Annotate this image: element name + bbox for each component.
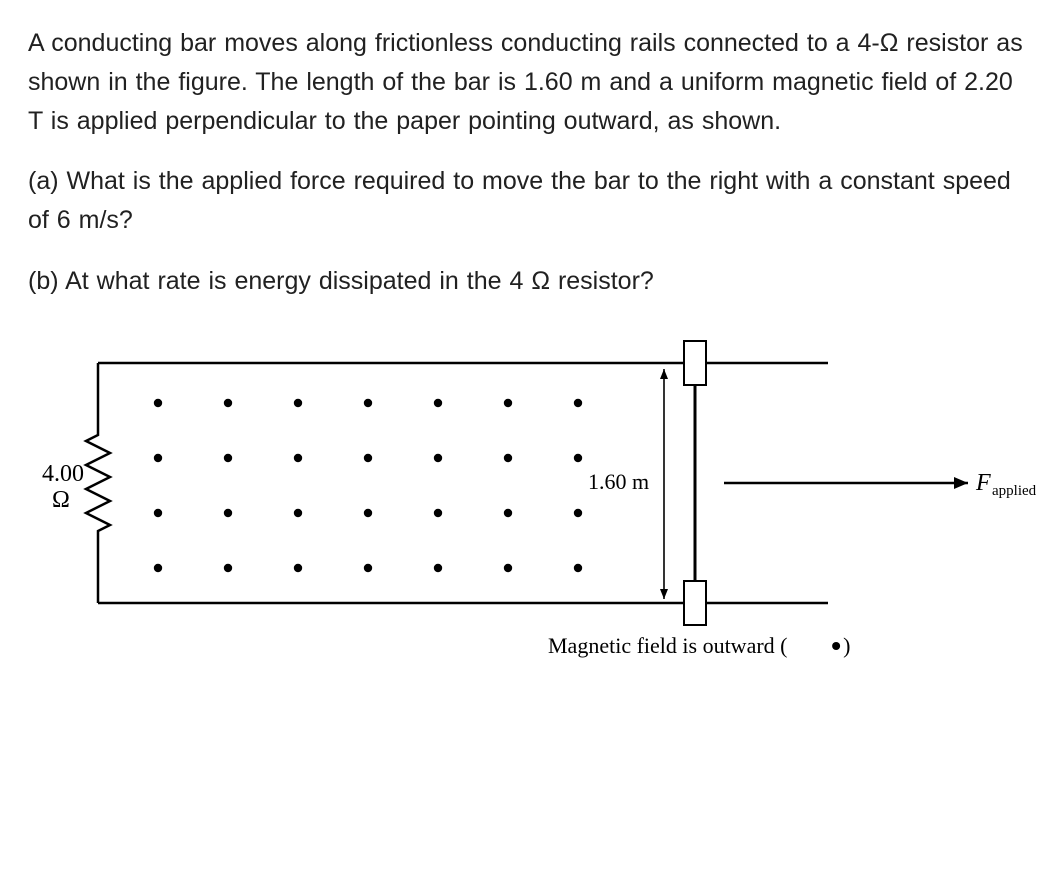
- figure: 4.00Ω 1.60 m Fapplied Magnetic field is out…: [28, 323, 1035, 688]
- problem-statement: A conducting bar moves along frictionles…: [28, 24, 1035, 301]
- svg-text:Magnetic field is outward (: Magnetic field is outward (: [548, 633, 788, 658]
- paragraph-part-a: (a) What is the applied force required t…: [28, 162, 1035, 240]
- svg-text:): ): [843, 633, 850, 658]
- svg-text:1.60 m: 1.60 m: [588, 469, 649, 494]
- svg-text:Ω: Ω: [52, 487, 70, 513]
- svg-text:applied: applied: [992, 483, 1037, 499]
- svg-text:4.00: 4.00: [42, 461, 84, 487]
- paragraph-intro: A conducting bar moves along frictionles…: [28, 24, 1035, 140]
- svg-text:F: F: [975, 470, 991, 496]
- paragraph-part-b: (b) At what rate is energy dissipated in…: [28, 262, 1035, 301]
- circuit-diagram: 4.00Ω 1.60 m Fapplied Magnetic field is out…: [28, 323, 1063, 683]
